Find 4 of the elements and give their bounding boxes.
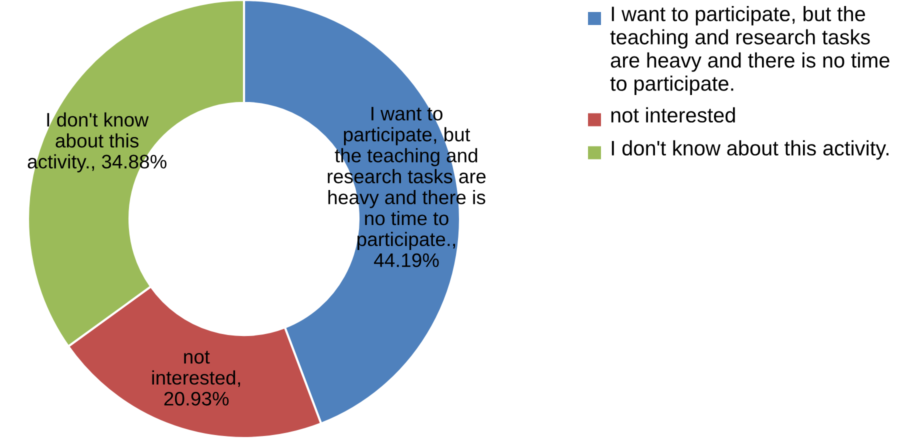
legend-label: I don't know about this activity. <box>612 140 888 160</box>
data-label: not interested, 20.93% <box>152 350 240 406</box>
legend-label: I want to participate, but the teaching and research tasks are heavy and there is no time to participate. <box>610 6 890 96</box>
legend-label: not interested <box>611 107 735 123</box>
